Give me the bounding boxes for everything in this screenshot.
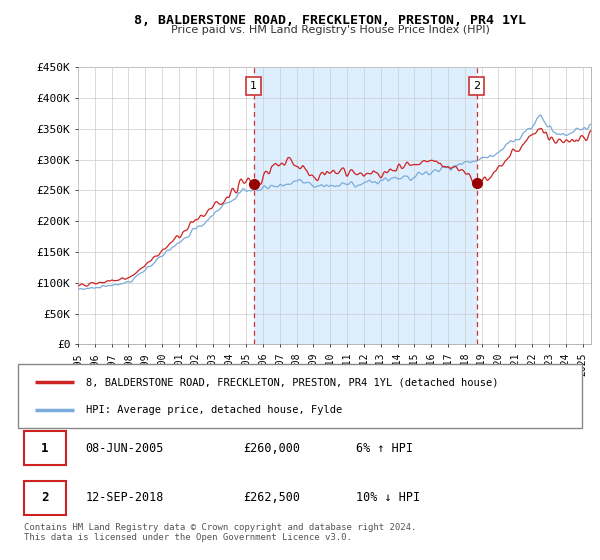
FancyBboxPatch shape — [23, 480, 66, 515]
FancyBboxPatch shape — [18, 364, 582, 428]
Text: 8, BALDERSTONE ROAD, FRECKLETON, PRESTON, PR4 1YL: 8, BALDERSTONE ROAD, FRECKLETON, PRESTON… — [134, 14, 526, 27]
Text: 1: 1 — [250, 81, 257, 91]
Text: 2: 2 — [41, 491, 49, 505]
Text: 6% ↑ HPI: 6% ↑ HPI — [356, 442, 413, 455]
Text: 8, BALDERSTONE ROAD, FRECKLETON, PRESTON, PR4 1YL (detached house): 8, BALDERSTONE ROAD, FRECKLETON, PRESTON… — [86, 377, 498, 387]
Text: Contains HM Land Registry data © Crown copyright and database right 2024.
This d: Contains HM Land Registry data © Crown c… — [23, 523, 416, 542]
Text: Price paid vs. HM Land Registry's House Price Index (HPI): Price paid vs. HM Land Registry's House … — [170, 25, 490, 35]
Text: 08-JUN-2005: 08-JUN-2005 — [86, 442, 164, 455]
Text: £260,000: £260,000 — [244, 442, 301, 455]
Text: HPI: Average price, detached house, Fylde: HPI: Average price, detached house, Fyld… — [86, 405, 342, 416]
Text: £262,500: £262,500 — [244, 491, 301, 505]
Text: 12-SEP-2018: 12-SEP-2018 — [86, 491, 164, 505]
Bar — [254, 67, 477, 344]
Text: 1: 1 — [41, 442, 49, 455]
Text: 2: 2 — [473, 81, 481, 91]
Text: 10% ↓ HPI: 10% ↓ HPI — [356, 491, 421, 505]
FancyBboxPatch shape — [23, 431, 66, 465]
